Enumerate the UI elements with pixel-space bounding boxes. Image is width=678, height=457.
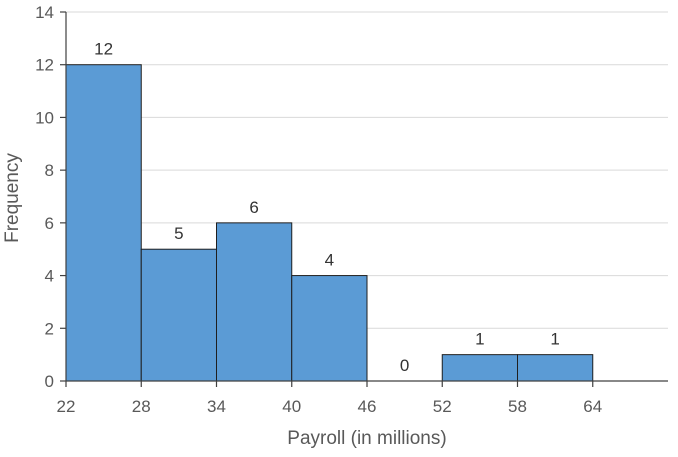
data-label: 4 [325,251,334,270]
y-tick-label: 12 [35,56,54,75]
x-tick-label: 28 [132,397,151,416]
bar [291,275,368,382]
x-tick-label: 58 [508,397,527,416]
bars [65,64,594,382]
y-tick-label: 10 [35,108,54,127]
x-tick-label: 64 [583,397,602,416]
data-label: 5 [174,224,183,243]
axes [60,11,668,387]
y-tick-label: 4 [45,267,54,286]
data-label: 0 [400,356,409,375]
x-tick-label: 22 [57,397,76,416]
x-tick-label: 52 [433,397,452,416]
data-label: 12 [94,40,113,59]
bar [140,248,217,382]
x-axis-title: Payroll (in millions) [287,428,446,449]
y-tick-label: 6 [45,214,54,233]
y-axis-title: Frequency [2,153,23,243]
data-label: 1 [475,330,484,349]
data-label: 1 [550,330,559,349]
x-tick-label: 40 [282,397,301,416]
y-tick-label: 14 [35,3,54,22]
bar [517,354,594,382]
data-label: 6 [249,198,258,217]
y-tick-label: 0 [45,372,54,391]
bar [216,222,293,382]
bar [65,64,142,382]
x-tick-label: 34 [207,397,226,416]
y-tick-label: 2 [45,319,54,338]
x-tick-label: 46 [358,397,377,416]
y-tick-label: 8 [45,161,54,180]
bar [441,354,518,382]
